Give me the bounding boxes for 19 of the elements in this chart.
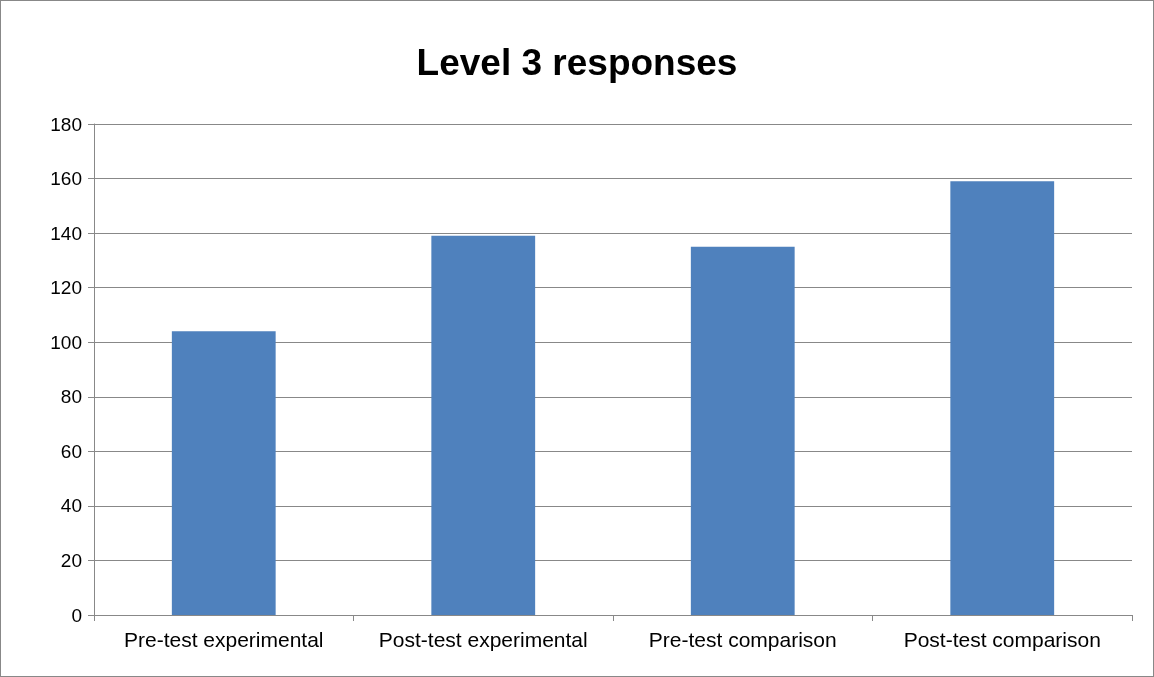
y-tick-label: 20 <box>60 549 82 571</box>
bar <box>431 235 536 615</box>
bar <box>171 331 276 615</box>
y-tick-label: 60 <box>60 440 82 462</box>
y-tick-label: 120 <box>50 277 82 299</box>
y-tick-label: 140 <box>50 222 82 244</box>
chart-title: Level 3 responses <box>416 42 738 83</box>
y-tick-label: 80 <box>60 386 82 408</box>
bar <box>950 181 1055 615</box>
y-tick-label: 160 <box>50 168 82 190</box>
x-tick-label: Post-test experimental <box>378 628 588 651</box>
y-tick-label: 40 <box>60 495 82 517</box>
x-tick-label: Pre-test comparison <box>648 628 837 651</box>
y-tick-label: 180 <box>50 113 82 135</box>
y-tick-label: 0 <box>71 604 82 626</box>
bar <box>690 246 795 615</box>
x-tick-label: Pre-test experimental <box>123 628 324 651</box>
y-tick-label: 100 <box>50 331 82 353</box>
x-tick-label: Post-test comparison <box>903 628 1101 651</box>
